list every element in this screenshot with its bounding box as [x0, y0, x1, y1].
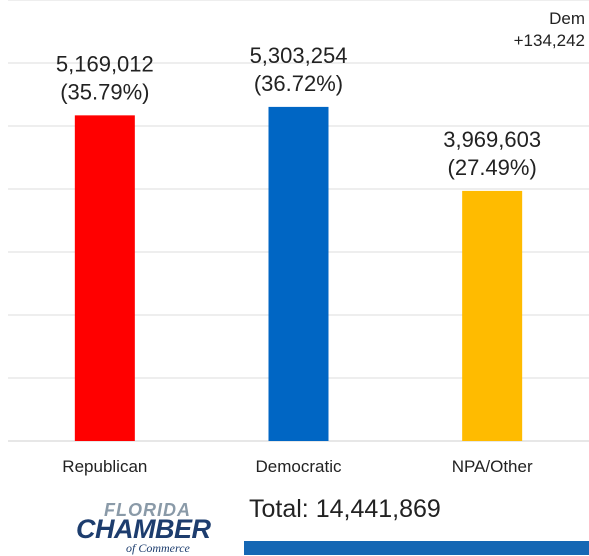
florida-chamber-logo: FLORIDA CHAMBER of Commerce [76, 500, 216, 555]
total-registration-label: Total: 14,441,869 [249, 495, 441, 523]
bar-value-label: 5,303,254 [250, 43, 348, 68]
logo-text-florida: FLORIDA [104, 500, 191, 520]
x-tick-label: NPA/Other [452, 457, 533, 476]
bar-chart: 5,169,012 (35.79%) Republican 5,303,254 (36.… [8, 0, 589, 476]
bar-percent-label: (27.49%) [448, 155, 537, 180]
annotation-line-1: Dem [549, 9, 585, 28]
bar-npa-other [462, 190, 523, 441]
footer-blue-band [244, 541, 589, 555]
annotation-line-2: +134,242 [513, 31, 585, 50]
logo-text-chamber: CHAMBER [76, 514, 211, 544]
logo-text-of-commerce: of Commerce [126, 541, 190, 555]
dem-margin-annotation: Dem +134,242 [514, 8, 585, 52]
x-tick-label: Democratic [256, 457, 342, 476]
bar-value-label: 3,969,603 [443, 127, 541, 152]
bar-value-label: 5,169,012 [56, 51, 154, 76]
bar-democratic [268, 106, 329, 442]
x-tick-label: Republican [62, 457, 147, 476]
bar-republican [74, 115, 135, 442]
bar-percent-label: (36.72%) [254, 71, 343, 96]
bar-percent-label: (35.79%) [60, 79, 149, 104]
